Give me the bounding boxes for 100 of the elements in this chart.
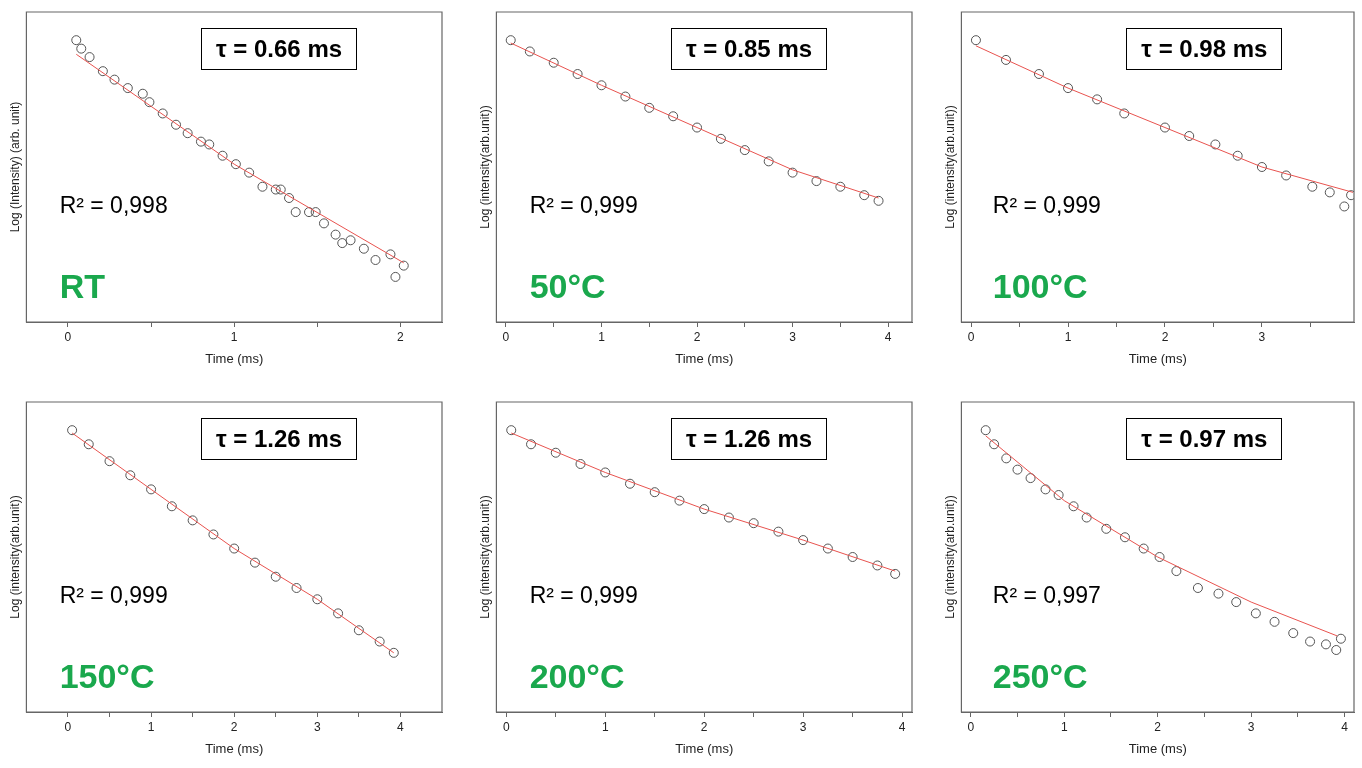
point bbox=[318, 218, 329, 229]
point bbox=[109, 74, 120, 85]
point bbox=[674, 495, 685, 506]
point bbox=[739, 145, 750, 156]
y-axis-title: Log (intensity(arb.unit)) bbox=[477, 495, 492, 619]
point bbox=[257, 181, 268, 192]
point bbox=[1000, 54, 1011, 65]
annotation: τ = 0.85 ms bbox=[670, 27, 828, 70]
point bbox=[1305, 636, 1316, 647]
x-tick-label: 3 bbox=[1247, 719, 1255, 734]
point bbox=[146, 484, 157, 495]
point bbox=[290, 207, 301, 218]
point bbox=[195, 136, 206, 147]
point bbox=[1324, 187, 1335, 198]
x-tick-label: 4 bbox=[884, 329, 892, 344]
point bbox=[125, 470, 136, 481]
point bbox=[157, 108, 168, 119]
point bbox=[310, 207, 321, 218]
point bbox=[1081, 512, 1092, 523]
point bbox=[1213, 588, 1224, 599]
point bbox=[873, 195, 884, 206]
point bbox=[398, 260, 409, 271]
point bbox=[353, 625, 364, 636]
point bbox=[137, 88, 148, 99]
annotation: R² = 0,999 bbox=[59, 581, 168, 609]
point bbox=[1184, 131, 1195, 141]
point bbox=[1040, 484, 1051, 495]
x-tick-label: 2 bbox=[1161, 329, 1169, 344]
point bbox=[1307, 181, 1318, 192]
point bbox=[270, 184, 281, 195]
point bbox=[600, 467, 611, 478]
point bbox=[989, 439, 1000, 450]
point bbox=[270, 571, 281, 582]
point bbox=[847, 552, 858, 562]
point bbox=[624, 478, 635, 489]
point bbox=[620, 91, 631, 102]
x-tick-label: 0 bbox=[502, 719, 510, 734]
point bbox=[572, 69, 583, 79]
y-axis-title: Log (intensity(arb.unit)) bbox=[942, 105, 957, 229]
point bbox=[122, 83, 133, 94]
x-tick-label: 1 bbox=[601, 719, 609, 734]
point bbox=[71, 35, 82, 46]
x-tick-label: 4 bbox=[397, 719, 405, 734]
x-axis-title: Time (ms) bbox=[1128, 350, 1187, 366]
point bbox=[374, 636, 385, 647]
annotation: τ = 0.97 ms bbox=[1126, 417, 1283, 460]
x-tick-label: 2 bbox=[1154, 719, 1162, 734]
point bbox=[970, 35, 981, 46]
point bbox=[230, 159, 241, 170]
point bbox=[649, 487, 660, 498]
annotation: τ = 1.26 ms bbox=[200, 417, 358, 460]
annotation: 100°C bbox=[992, 266, 1088, 306]
point bbox=[1025, 473, 1036, 484]
point bbox=[1119, 532, 1130, 543]
x-tick-label: 3 bbox=[799, 719, 807, 734]
x-tick-label: 3 bbox=[313, 719, 321, 734]
annotation: 250°C bbox=[992, 656, 1088, 696]
point bbox=[715, 133, 726, 144]
point bbox=[505, 35, 516, 46]
point bbox=[1192, 583, 1203, 593]
x-tick-label: 1 bbox=[1060, 719, 1068, 734]
point bbox=[1210, 139, 1221, 150]
annotation: R² = 0,999 bbox=[529, 581, 638, 609]
point bbox=[575, 459, 586, 469]
x-tick-label: 1 bbox=[230, 329, 238, 344]
point bbox=[548, 57, 559, 68]
point bbox=[787, 167, 798, 178]
point bbox=[385, 249, 396, 260]
point bbox=[1063, 83, 1074, 94]
point bbox=[506, 425, 517, 436]
point bbox=[166, 501, 177, 512]
point bbox=[596, 80, 607, 91]
x-tick-label: 1 bbox=[598, 329, 606, 344]
point bbox=[171, 119, 182, 130]
annotation: τ = 0.66 ms bbox=[200, 27, 358, 70]
point bbox=[275, 184, 286, 195]
point bbox=[144, 97, 155, 108]
x-tick-label: 1 bbox=[1064, 329, 1072, 344]
point bbox=[1171, 566, 1182, 577]
x-tick-label: 2 bbox=[397, 329, 405, 344]
x-axis-title: Time (ms) bbox=[675, 350, 734, 366]
point bbox=[723, 512, 734, 523]
annotation: R² = 0,998 bbox=[59, 191, 168, 219]
point bbox=[358, 243, 369, 254]
point bbox=[76, 43, 87, 54]
point bbox=[333, 608, 344, 619]
x-axis-title: Time (ms) bbox=[675, 740, 734, 756]
x-axis-title: Time (ms) bbox=[205, 350, 264, 366]
annotation: 150°C bbox=[59, 656, 155, 696]
point bbox=[1068, 501, 1079, 512]
point bbox=[84, 52, 95, 63]
point bbox=[1320, 639, 1331, 650]
annotation: R² = 0,999 bbox=[992, 191, 1101, 219]
point bbox=[890, 568, 901, 579]
point bbox=[1154, 552, 1165, 562]
x-tick-label: 0 bbox=[502, 329, 510, 344]
point bbox=[345, 235, 356, 246]
point bbox=[1288, 628, 1299, 639]
annotation: 200°C bbox=[529, 656, 625, 696]
point bbox=[249, 557, 260, 568]
